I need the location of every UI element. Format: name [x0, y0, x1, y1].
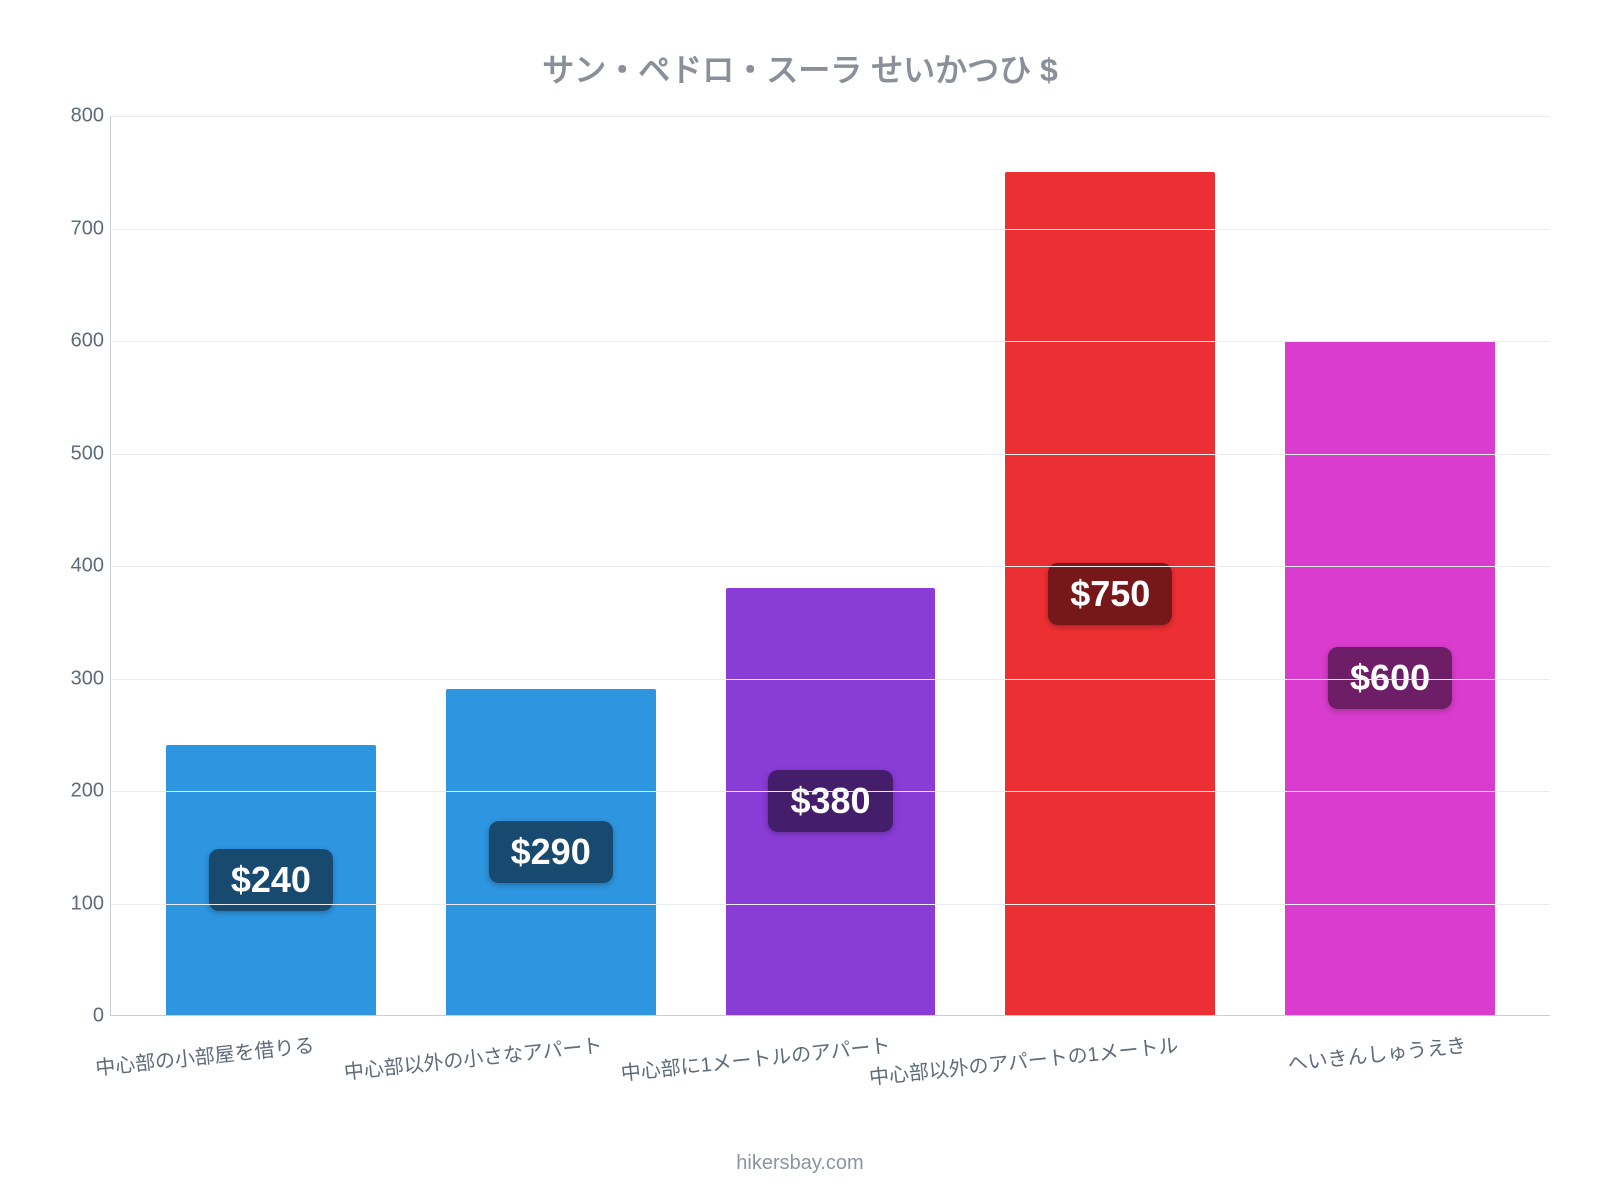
bar: $240	[166, 745, 376, 1015]
gridline	[111, 679, 1550, 680]
y-tick-label: 100	[56, 892, 104, 915]
bar: $380	[726, 588, 936, 1015]
y-tick-label: 500	[56, 442, 104, 465]
x-tick-label: 中心部に1メートルのアパート	[619, 1029, 891, 1086]
bar-value-badge: $240	[209, 849, 333, 911]
gridline	[111, 341, 1550, 342]
bar: $290	[446, 689, 656, 1015]
plot-area: $240$290$380$750$600 0100200300400500600…	[110, 116, 1550, 1016]
chart-container: サン・ペドロ・スーラ せいかつひ $ $240$290$380$750$600 …	[0, 0, 1600, 1200]
y-tick-label: 200	[56, 780, 104, 803]
gridline	[111, 566, 1550, 567]
gridline	[111, 229, 1550, 230]
bar-value-badge: $750	[1048, 563, 1172, 625]
gridline	[111, 791, 1550, 792]
x-axis-labels: 中心部の小部屋を借りる中心部以外の小さなアパート中心部に1メートルのアパート中心…	[110, 1021, 1550, 1076]
y-tick-label: 700	[56, 217, 104, 240]
bar: $750	[1005, 172, 1215, 1015]
x-tick-label: 中心部以外の小さなアパート	[342, 1029, 603, 1085]
attribution-text: hikersbay.com	[0, 1152, 1600, 1175]
chart-zone: $240$290$380$750$600 0100200300400500600…	[50, 116, 1550, 1076]
bar-value-badge: $380	[768, 770, 892, 832]
y-tick-label: 600	[56, 330, 104, 353]
gridline	[111, 116, 1550, 117]
gridline	[111, 454, 1550, 455]
x-tick-label: 中心部の小部屋を借りる	[94, 1029, 316, 1081]
y-tick-label: 400	[56, 555, 104, 578]
gridline	[111, 904, 1550, 905]
x-tick-label: へいきんしゅうえき	[1286, 1029, 1467, 1077]
y-tick-label: 300	[56, 667, 104, 690]
y-tick-label: 0	[56, 1005, 104, 1028]
chart-title: サン・ペドロ・スーラ せいかつひ $	[50, 45, 1550, 91]
bar-value-badge: $290	[489, 821, 613, 883]
y-tick-label: 800	[56, 105, 104, 128]
x-tick-label: 中心部以外のアパートの1メートル	[867, 1029, 1179, 1090]
